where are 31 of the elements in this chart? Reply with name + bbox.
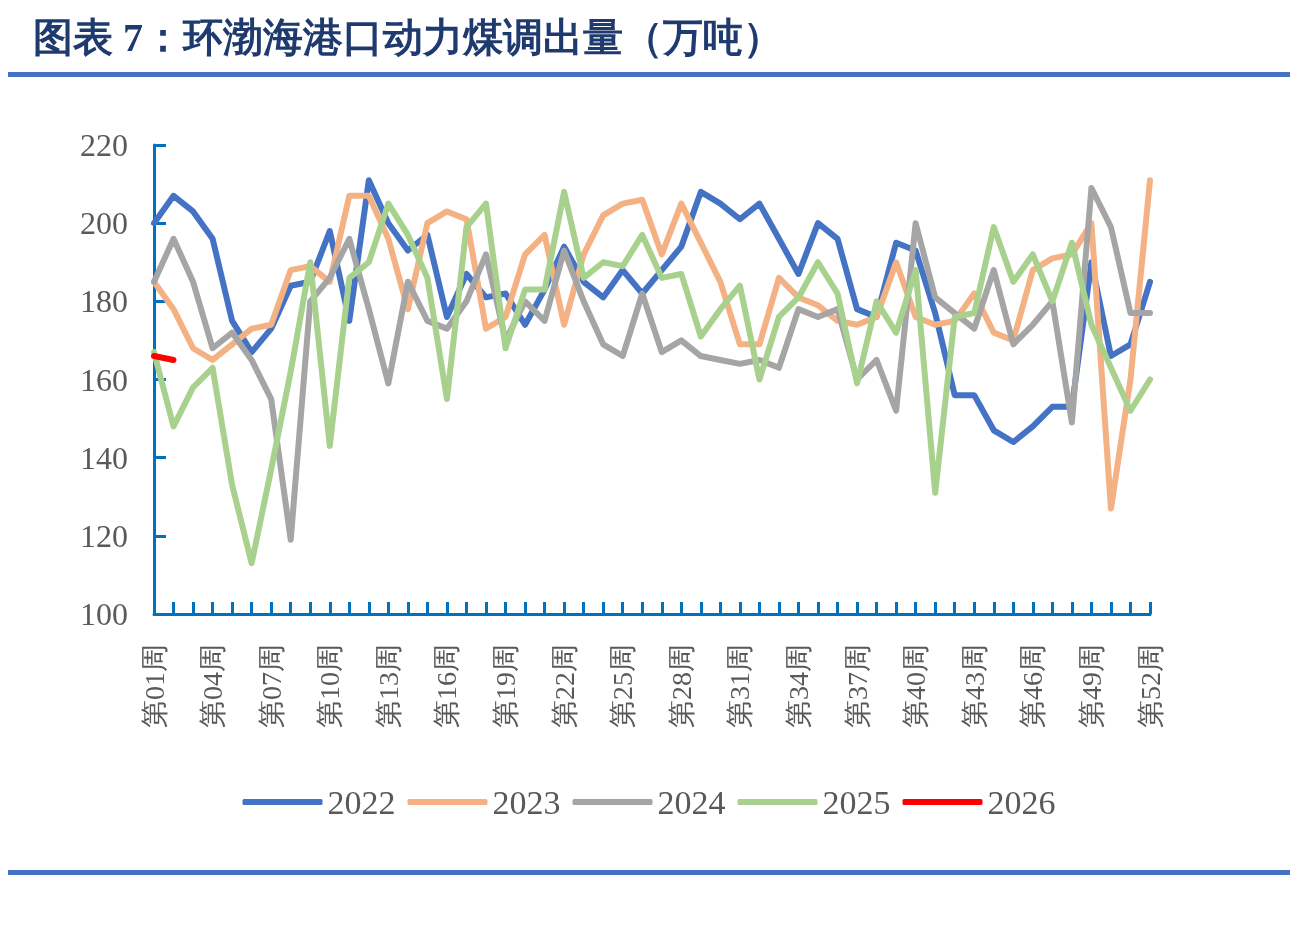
legend-label: 2026 xyxy=(987,783,1056,821)
y-tick-label: 220 xyxy=(80,127,128,163)
x-tick-label: 第16周 xyxy=(431,644,463,728)
y-tick-label: 180 xyxy=(80,283,128,320)
x-tick-label: 第52周 xyxy=(1134,644,1166,728)
x-tick-label: 第31周 xyxy=(724,644,756,728)
x-tick-label: 第22周 xyxy=(548,644,580,728)
y-tick-label: 160 xyxy=(80,361,128,398)
x-tick-label: 第13周 xyxy=(372,644,404,728)
legend-label: 2022 xyxy=(327,783,396,821)
x-tick-label: 第37周 xyxy=(841,644,873,728)
x-tick-label: 第43周 xyxy=(958,644,990,728)
legend-label: 2024 xyxy=(657,783,726,821)
x-tick-label: 第46周 xyxy=(1017,644,1049,728)
y-tick-label: 140 xyxy=(80,439,128,476)
x-tick-label: 第25周 xyxy=(607,644,639,728)
legend-label: 2025 xyxy=(822,783,891,821)
x-tick-label: 第01周 xyxy=(138,644,170,728)
y-tick-label: 100 xyxy=(80,596,128,632)
chart-title: 图表 7：环渤海港口动力煤调出量（万吨） xyxy=(33,14,783,60)
y-tick-label: 200 xyxy=(80,205,128,242)
legend-label: 2023 xyxy=(492,783,561,821)
x-tick-label: 第40周 xyxy=(900,644,932,728)
x-tick-label: 第10周 xyxy=(314,644,346,728)
x-tick-label: 第07周 xyxy=(255,644,287,728)
x-tick-label: 第28周 xyxy=(665,644,697,728)
y-tick-label: 120 xyxy=(80,517,128,554)
x-tick-label: 第19周 xyxy=(490,644,522,728)
x-tick-label: 第49周 xyxy=(1075,644,1107,728)
x-tick-label: 第34周 xyxy=(782,644,814,728)
x-tick-label: 第04周 xyxy=(197,644,229,728)
